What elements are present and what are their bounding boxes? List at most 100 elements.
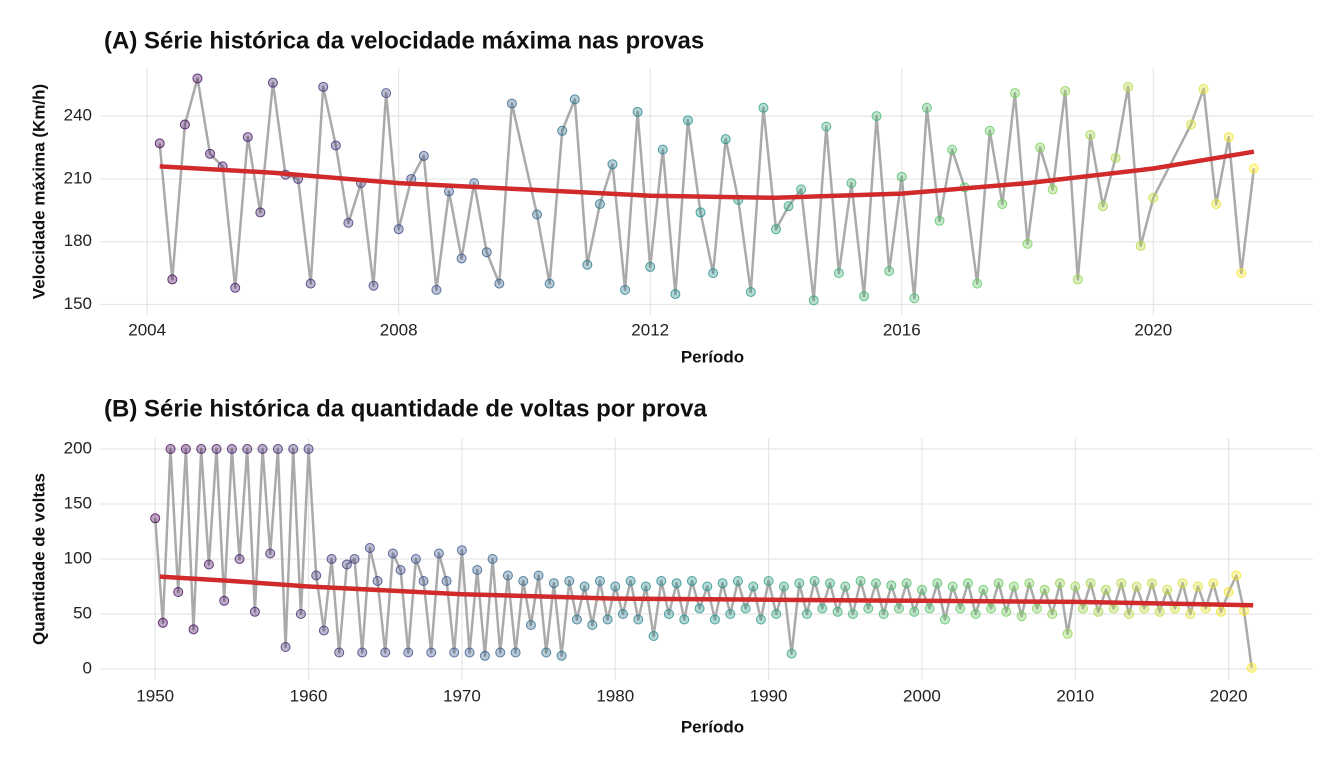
- data-point: [418, 150, 429, 161]
- x-tick-label: 2010: [1056, 686, 1094, 705]
- data-point: [410, 554, 421, 564]
- data-line: [158, 77, 1256, 302]
- data-point: [381, 88, 392, 99]
- data-point: [594, 199, 605, 210]
- data-point: [725, 609, 736, 619]
- x-tick-label: 1970: [443, 686, 481, 705]
- data-point: [571, 614, 582, 625]
- data-point: [993, 578, 1004, 589]
- data-point: [984, 125, 995, 136]
- y-tick-label: 150: [64, 493, 92, 512]
- y-axis-label: Velocidade máxima (Km/h): [29, 84, 48, 299]
- data-point: [871, 111, 882, 122]
- data-point: [758, 102, 769, 113]
- data-point: [242, 444, 253, 454]
- y-tick-label: 100: [64, 548, 92, 567]
- data-point: [934, 215, 945, 226]
- data-point: [796, 184, 807, 195]
- data-point: [341, 559, 352, 570]
- data-point: [1248, 163, 1259, 174]
- data-point: [349, 554, 360, 564]
- data-point: [1198, 83, 1209, 94]
- data-point: [832, 606, 843, 617]
- data-point: [255, 207, 266, 218]
- data-point: [770, 224, 781, 235]
- data-point: [924, 603, 935, 614]
- data-point: [280, 642, 291, 652]
- data-point: [1060, 86, 1071, 97]
- data-point: [686, 576, 697, 586]
- data-point: [679, 614, 690, 625]
- data-point: [1154, 606, 1165, 617]
- data-point: [840, 581, 851, 592]
- x-tick-label: 1950: [136, 686, 174, 705]
- data-point: [694, 603, 705, 614]
- data-point: [720, 134, 731, 145]
- data-point: [1177, 578, 1188, 589]
- data-point: [1072, 274, 1083, 285]
- data-point: [380, 647, 391, 658]
- data-point: [763, 576, 774, 586]
- data-point: [947, 144, 958, 155]
- data-point: [824, 578, 835, 589]
- data-point: [1001, 606, 1012, 617]
- data-point: [783, 201, 794, 212]
- data-point: [817, 603, 828, 614]
- data-point: [1100, 584, 1111, 595]
- y-tick-label: 180: [64, 231, 92, 250]
- data-point: [211, 444, 222, 454]
- x-tick-label: 1960: [290, 686, 328, 705]
- data-point: [863, 603, 874, 614]
- data-point: [456, 253, 467, 264]
- data-point: [855, 576, 866, 586]
- data-point: [632, 106, 643, 117]
- data-point: [150, 513, 161, 524]
- data-point: [372, 576, 383, 586]
- data-point: [648, 631, 659, 641]
- data-point: [962, 578, 973, 589]
- data-point: [955, 603, 966, 614]
- data-point: [1148, 192, 1159, 203]
- data-point: [1039, 584, 1050, 595]
- y-tick-label: 150: [64, 294, 92, 313]
- data-point: [472, 565, 483, 575]
- data-point: [617, 609, 628, 619]
- data-point: [921, 102, 932, 113]
- data-point: [1062, 628, 1073, 639]
- data-point: [671, 578, 682, 589]
- data-point: [532, 209, 543, 220]
- data-point: [809, 576, 820, 586]
- data-point: [205, 148, 216, 159]
- x-tick-label: 2016: [883, 320, 921, 339]
- data-point: [495, 647, 506, 658]
- data-point: [833, 268, 844, 279]
- x-tick-label: 2020: [1210, 686, 1248, 705]
- x-tick-label: 1980: [596, 686, 634, 705]
- data-point: [695, 207, 706, 218]
- data-point: [972, 278, 983, 289]
- data-point: [1047, 184, 1058, 195]
- data-point: [1192, 581, 1203, 592]
- data-point: [846, 178, 857, 189]
- data-point: [610, 581, 621, 592]
- data-point: [808, 295, 819, 306]
- data-point: [1223, 132, 1234, 143]
- data-point: [557, 125, 568, 136]
- data-point: [226, 444, 237, 454]
- data-point: [1108, 603, 1119, 614]
- data-point: [1009, 88, 1020, 99]
- chart-title: (A) Série histórica da velocidade máxima…: [104, 27, 704, 54]
- data-point: [157, 617, 168, 628]
- data-point: [326, 554, 337, 564]
- data-point: [464, 647, 475, 658]
- data-point: [1008, 581, 1019, 592]
- data-point: [732, 576, 743, 586]
- data-point: [878, 609, 889, 619]
- data-point: [1085, 578, 1096, 589]
- y-tick-label: 200: [64, 438, 92, 457]
- data-point: [219, 595, 230, 606]
- data-point: [165, 444, 176, 454]
- data-point: [288, 444, 299, 454]
- data-point: [821, 121, 832, 132]
- data-point: [1131, 581, 1142, 592]
